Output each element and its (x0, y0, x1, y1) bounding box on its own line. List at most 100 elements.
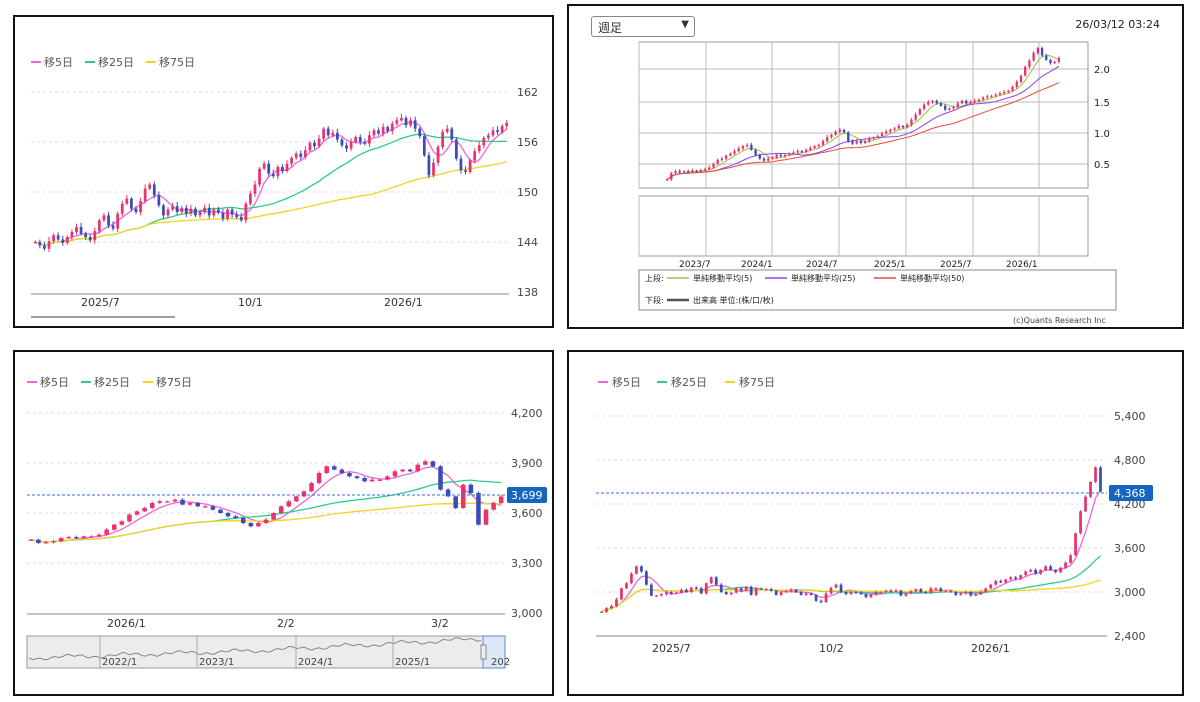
candle (670, 173, 673, 180)
ma50-line (666, 82, 1060, 180)
candle (157, 195, 161, 206)
candle (703, 169, 707, 171)
copyright: (c)Quants Research Inc (1013, 316, 1106, 325)
candle (143, 188, 147, 202)
candle (999, 581, 1003, 583)
candle (894, 590, 898, 592)
candle (116, 213, 120, 229)
candle (813, 146, 816, 148)
candle (1007, 90, 1010, 93)
y-tick: 2,400 (1114, 630, 1146, 643)
candle (754, 588, 758, 595)
candle (1029, 570, 1033, 572)
candle (901, 125, 905, 128)
ma75-line (601, 579, 1101, 613)
candle (476, 493, 481, 525)
candle (97, 220, 101, 232)
candle (784, 591, 788, 593)
candle (33, 242, 37, 244)
candle (415, 464, 421, 472)
navigator-handle[interactable] (480, 644, 487, 660)
candle (294, 496, 299, 502)
candle (665, 179, 669, 181)
candle (331, 132, 335, 136)
candle (799, 592, 803, 595)
candle (316, 473, 322, 483)
candle (650, 584, 653, 596)
candle (949, 591, 953, 593)
candle (477, 145, 481, 152)
candle (984, 588, 988, 592)
candle (56, 235, 60, 240)
candle (733, 151, 736, 154)
x-tick: 2024/7 (806, 260, 838, 270)
candle (271, 513, 276, 520)
candle (430, 461, 436, 467)
y-tick: 0.5 (1094, 160, 1110, 171)
y-tick: 144 (517, 236, 538, 249)
candle (674, 592, 678, 594)
candle (142, 508, 147, 512)
candle (655, 595, 658, 597)
candle (724, 155, 728, 159)
candle (939, 103, 943, 106)
candle (70, 232, 74, 237)
candle (107, 215, 110, 226)
candle (278, 506, 284, 513)
candle (809, 593, 813, 595)
candle (944, 591, 948, 593)
candle (362, 478, 367, 482)
candle (483, 509, 489, 525)
candle (826, 137, 829, 142)
x-tick: 3/2 (431, 617, 449, 630)
period-select[interactable]: 週足 ▼ (591, 16, 695, 37)
candle (709, 577, 713, 584)
candle (809, 148, 812, 150)
candle (61, 239, 65, 243)
x-tick: 2025/1 (874, 260, 906, 270)
legend-ma75: 移75日 (739, 376, 775, 389)
ma5-line (35, 120, 508, 246)
candle (954, 592, 958, 595)
candle (148, 184, 152, 189)
chevron-down-icon: ▼ (681, 19, 689, 30)
candle (58, 538, 64, 542)
x-tick: 2026/1 (107, 617, 146, 630)
navigator[interactable]: 2022/1 2023/1 2024/1 2025/1 202 (26, 635, 510, 669)
candle (347, 473, 352, 477)
candle (413, 120, 417, 129)
candle (119, 521, 125, 525)
candle (496, 130, 499, 132)
candle (1079, 511, 1082, 534)
candle (75, 227, 78, 232)
candle (386, 127, 390, 132)
candle (368, 135, 371, 144)
candle (130, 198, 133, 209)
volume-pane (638, 195, 1089, 257)
candle (819, 600, 823, 603)
candle (1053, 61, 1056, 64)
nav-label: 2023/1 (199, 657, 234, 668)
candle (679, 589, 683, 593)
candle (1002, 92, 1006, 94)
candle (120, 203, 124, 214)
x-tick: 10/2 (819, 642, 844, 655)
x-tick: 2/2 (277, 617, 295, 630)
candle (166, 209, 170, 216)
candle (244, 203, 248, 221)
candle (203, 207, 207, 212)
candle (943, 105, 947, 110)
candle (276, 167, 280, 177)
candle (89, 536, 94, 538)
candle (906, 124, 909, 128)
candle (960, 100, 964, 104)
candle (885, 131, 888, 134)
candle (125, 198, 129, 204)
candle (189, 208, 193, 214)
candle (157, 501, 163, 503)
candle (1094, 467, 1097, 482)
candle (789, 589, 793, 592)
candle (724, 592, 728, 595)
candle (759, 588, 763, 590)
candle (834, 584, 838, 588)
